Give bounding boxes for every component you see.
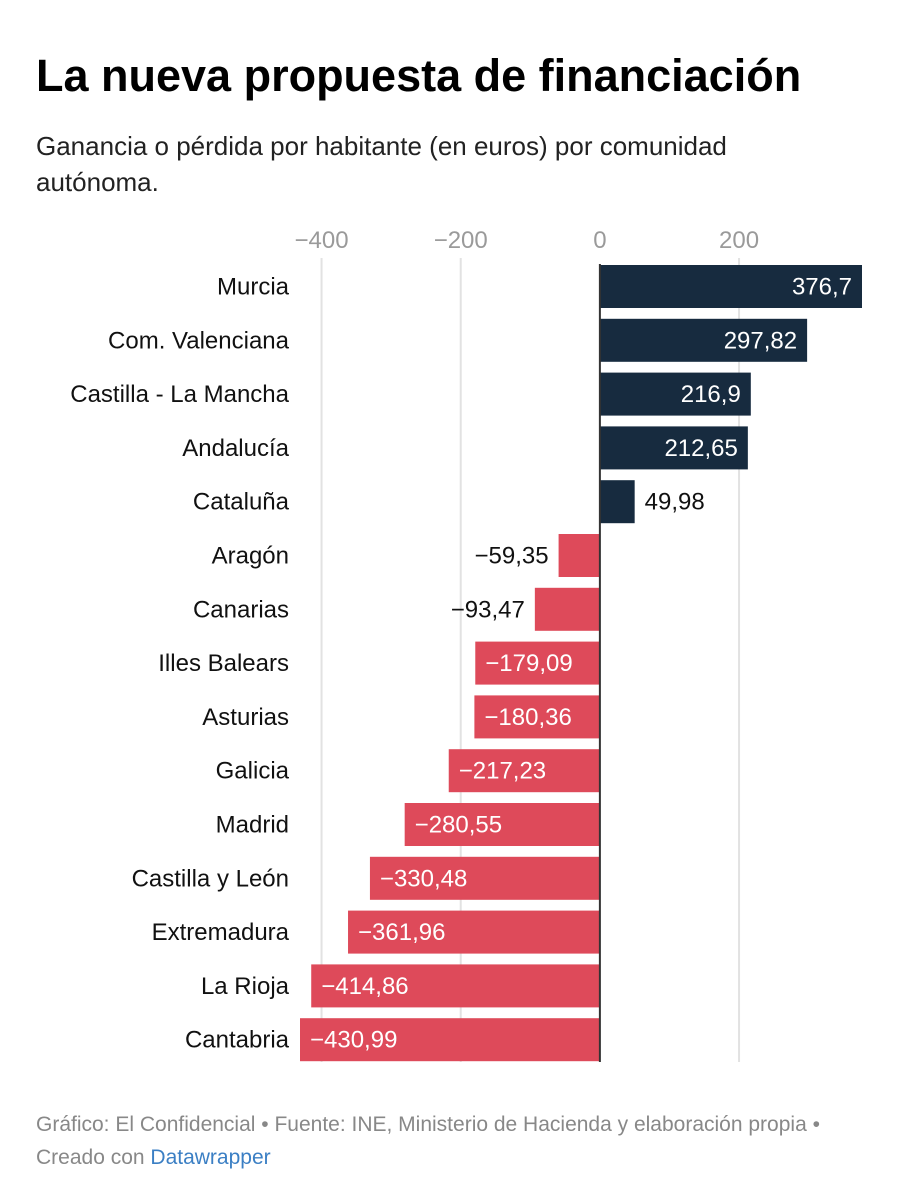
value-label: 216,9 — [681, 381, 741, 408]
category-label: Cataluña — [193, 489, 290, 516]
category-label: Asturias — [202, 704, 289, 731]
bar — [448, 749, 600, 793]
bar — [558, 534, 600, 577]
chart-subtitle: Ganancia o pérdida por habitante (en eur… — [36, 131, 727, 197]
bar — [599, 480, 635, 524]
value-label: −430,99 — [310, 1027, 397, 1054]
category-labels: Murcia Com. Valenciana Castilla - La Manch… — [70, 274, 289, 1054]
footer-source-text: Gráfico: El Confidencial • Fuente: INE, … — [36, 1113, 820, 1169]
bar — [534, 587, 600, 631]
bar-chart: −400 −200 0 200 Murcia Com. Valenciana Castil… — [70, 227, 862, 1062]
category-label: Murcia — [217, 274, 290, 301]
value-labels: 376,7 297,82 216,9 212,65 49,98 −59,35 −93,47 −… — [310, 274, 852, 1054]
bars — [300, 265, 862, 1062]
category-label: Aragón — [212, 543, 289, 570]
datawrapper-link[interactable]: Datawrapper — [150, 1146, 271, 1169]
value-label: −330,48 — [380, 865, 467, 892]
value-label: −217,23 — [459, 758, 546, 785]
category-label: Galicia — [216, 758, 290, 785]
value-label: 297,82 — [724, 327, 797, 354]
bar — [599, 426, 748, 470]
x-tick-label: −200 — [434, 227, 488, 254]
bar — [348, 910, 600, 954]
value-label: −59,35 — [475, 543, 549, 570]
category-label: Cantabria — [185, 1027, 290, 1054]
category-label: Extremadura — [152, 919, 290, 946]
value-label: −179,09 — [485, 650, 572, 677]
chart-title: La nueva propuesta de financiación — [36, 50, 802, 101]
category-label: Castilla y León — [132, 865, 289, 892]
value-label: −180,36 — [484, 704, 571, 731]
bar — [369, 856, 600, 900]
category-label: Illes Balears — [158, 650, 289, 677]
category-label: Madrid — [216, 812, 289, 839]
category-label: La Rioja — [201, 973, 290, 1000]
bar — [300, 1018, 600, 1062]
value-label: −414,86 — [321, 973, 408, 1000]
x-tick-label: −400 — [295, 227, 349, 254]
x-tick-label: 200 — [719, 227, 759, 254]
category-label: Canarias — [193, 596, 289, 623]
value-label: 212,65 — [664, 435, 737, 462]
value-label: −361,96 — [358, 919, 445, 946]
x-axis-ticks: −400 −200 0 200 — [295, 227, 760, 254]
value-label: −93,47 — [451, 596, 525, 623]
bar — [474, 695, 600, 739]
value-label: 49,98 — [645, 489, 705, 516]
category-label: Castilla - La Mancha — [70, 381, 289, 408]
category-label: Com. Valenciana — [108, 327, 290, 354]
chart-footer: Gráfico: El Confidencial • Fuente: INE, … — [36, 1108, 866, 1174]
value-label: 376,7 — [792, 274, 852, 301]
bar — [311, 964, 600, 1008]
bar — [599, 372, 751, 416]
x-tick-label: 0 — [593, 227, 606, 254]
bar — [599, 265, 862, 308]
bar — [599, 318, 808, 362]
category-label: Andalucía — [182, 435, 289, 462]
bar — [404, 803, 600, 846]
value-label: −280,55 — [415, 812, 502, 839]
bar — [475, 641, 600, 685]
